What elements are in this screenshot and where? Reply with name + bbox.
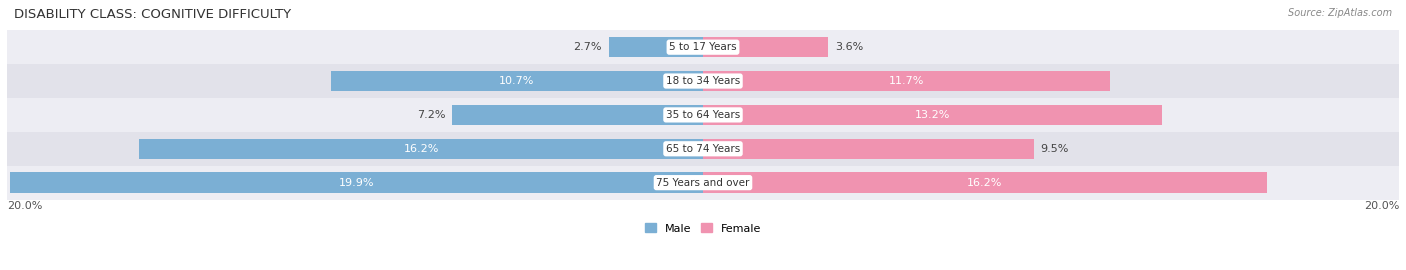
Bar [10,173,703,193]
Text: 19.9%: 19.9% [339,178,374,188]
Bar [453,105,703,125]
Text: 9.5%: 9.5% [1040,144,1069,154]
Bar [7,98,1399,132]
Bar [7,64,1399,98]
Text: 65 to 74 Years: 65 to 74 Years [666,144,740,154]
Text: 13.2%: 13.2% [915,110,950,120]
Bar [609,37,703,57]
Text: 18 to 34 Years: 18 to 34 Years [666,76,740,86]
Text: 16.2%: 16.2% [404,144,439,154]
Text: 11.7%: 11.7% [889,76,924,86]
Bar [7,166,1399,200]
Text: Source: ZipAtlas.com: Source: ZipAtlas.com [1288,8,1392,18]
Text: DISABILITY CLASS: COGNITIVE DIFFICULTY: DISABILITY CLASS: COGNITIVE DIFFICULTY [14,8,291,21]
Bar [7,132,1399,166]
Bar [703,71,1111,91]
Text: 35 to 64 Years: 35 to 64 Years [666,110,740,120]
Text: 20.0%: 20.0% [7,201,42,211]
Text: 3.6%: 3.6% [835,42,863,52]
Text: 75 Years and over: 75 Years and over [657,178,749,188]
Legend: Male, Female: Male, Female [645,223,761,234]
Text: 20.0%: 20.0% [1364,201,1399,211]
Bar [7,30,1399,64]
Text: 16.2%: 16.2% [967,178,1002,188]
Bar [703,139,1033,159]
Text: 5 to 17 Years: 5 to 17 Years [669,42,737,52]
Bar [703,105,1163,125]
Bar [330,71,703,91]
Text: 10.7%: 10.7% [499,76,534,86]
Text: 7.2%: 7.2% [418,110,446,120]
Bar [703,37,828,57]
Text: 2.7%: 2.7% [574,42,602,52]
Bar [139,139,703,159]
Bar [703,173,1267,193]
